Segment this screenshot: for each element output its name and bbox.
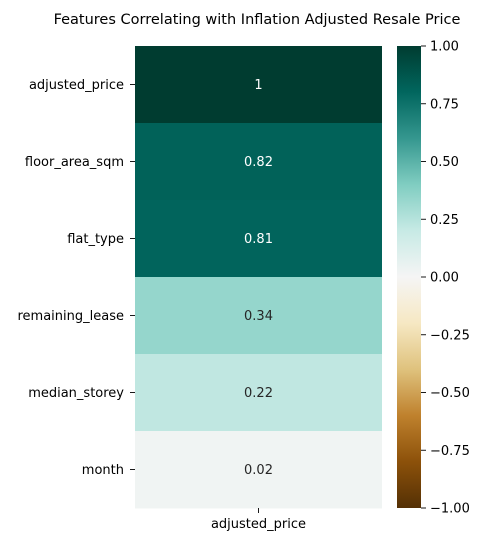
heatmap-cell-floor-area-sqm — [135, 123, 382, 201]
heatmap-cell-flat-type — [135, 200, 382, 278]
x-tick-label: adjusted_price — [211, 517, 306, 532]
heatmap-cell-remaining-lease — [135, 277, 382, 355]
heatmap-cells: 1 0.82 0.81 0.34 0.22 0.02 — [135, 46, 382, 509]
cell-value-label: 0.34 — [244, 309, 273, 324]
cell-value-label: 0.82 — [244, 155, 273, 170]
colorbar-tick-label: 0.25 — [430, 213, 459, 228]
colorbar-tick-label: −0.75 — [430, 444, 470, 459]
x-axis: adjusted_price — [211, 508, 306, 532]
y-tick-label-month: month — [82, 463, 124, 478]
colorbar-tick-label: −0.50 — [430, 386, 470, 401]
heatmap-cell-month — [135, 431, 382, 509]
y-tick-label-median-storey: median_storey — [28, 386, 124, 401]
colorbar-tick-label: 0.50 — [430, 155, 459, 170]
y-tick-label-adjusted-price: adjusted_price — [29, 78, 124, 93]
cell-value-label: 0.81 — [244, 232, 273, 247]
cell-value-label: 0.22 — [244, 386, 273, 401]
colorbar-tick-label: 0.75 — [430, 97, 459, 112]
colorbar-axis: 1.00 0.75 0.50 0.25 0.00 −0.25 −0.50 −0.75 −1.00 — [421, 40, 470, 517]
cell-value-label: 0.02 — [244, 463, 273, 478]
y-tick-label-flat-type: flat_type — [67, 232, 124, 247]
heatmap-cell-median-storey — [135, 354, 382, 432]
colorbar — [397, 46, 421, 508]
heatmap-cell-adjusted-price — [135, 46, 382, 124]
colorbar-tick-label: −1.00 — [430, 502, 470, 517]
y-axis: adjusted_price floor_area_sqm flat_typerem… — [18, 78, 135, 478]
chart-title: Features Correlating with Inflation Adju… — [54, 12, 461, 28]
y-tick-label-floor-area-sqm: floor_area_sqm — [25, 155, 124, 170]
y-tick-label-remaining-lease: remaining_lease — [18, 309, 125, 324]
colorbar-tick-label: −0.25 — [430, 328, 470, 343]
colorbar-tick-label: 1.00 — [430, 40, 459, 55]
colorbar-tick-label: 0.00 — [430, 271, 459, 286]
cell-value-label: 1 — [254, 78, 262, 93]
